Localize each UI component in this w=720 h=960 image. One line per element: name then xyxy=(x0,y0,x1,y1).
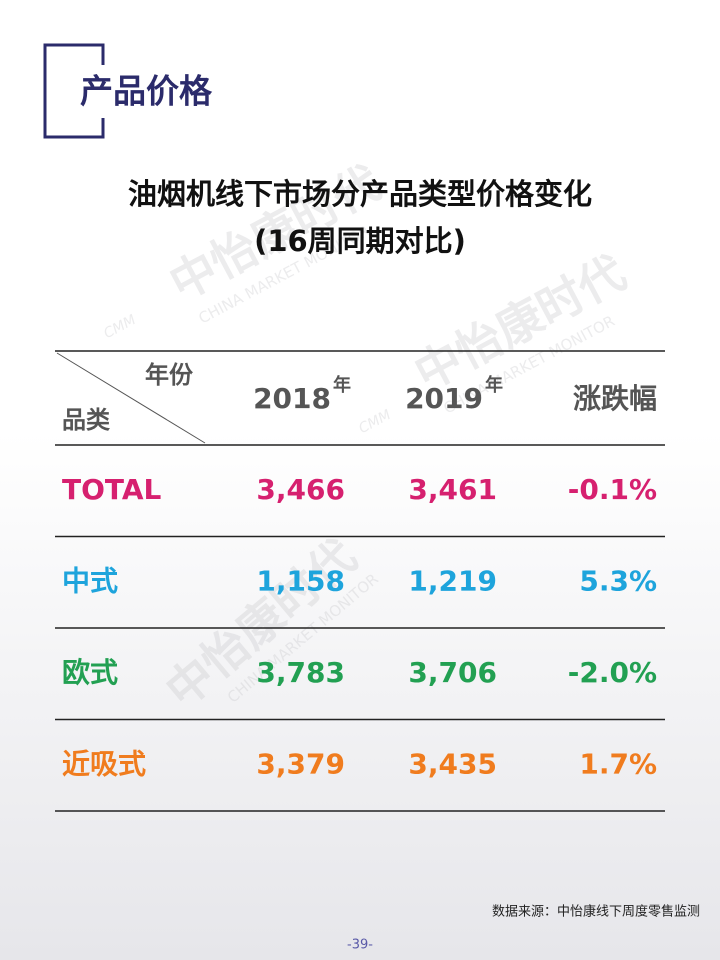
corner-diagonal xyxy=(56,352,206,444)
cell: 1,219 xyxy=(408,564,497,597)
cell: 3,466 xyxy=(256,473,345,506)
header-bracket xyxy=(43,43,105,139)
column-year: 2018 xyxy=(253,382,331,415)
cell: 3,379 xyxy=(256,747,345,780)
row-name: 近吸式 xyxy=(62,747,146,780)
row-name: TOTAL xyxy=(62,473,161,506)
cell: 1,158 xyxy=(256,564,345,597)
cell: 1.7% xyxy=(579,747,657,780)
cell: -2.0% xyxy=(568,656,657,689)
corner-column-label: 年份 xyxy=(145,361,194,389)
corner-row-label: 品类 xyxy=(62,406,111,434)
cell: 3,461 xyxy=(408,473,497,506)
cell: 5.3% xyxy=(579,564,657,597)
column-year-suffix: 年 xyxy=(333,374,351,396)
header-title: 产品价格 xyxy=(80,72,213,111)
column-label: 涨跌幅 xyxy=(573,382,657,415)
cell: 3,435 xyxy=(408,747,497,780)
page-number: -39- xyxy=(347,938,373,953)
cell: 3,783 xyxy=(256,656,345,689)
column-year: 2019 xyxy=(405,382,483,415)
table: 年份 品类 2018 年 2019 年涨跌幅TOTAL 3,466 3,461 -0.1%中… xyxy=(55,350,665,812)
source-note: 数据来源：中怡康线下周度零售监测 xyxy=(492,904,700,920)
title-line: (16周同期对比) xyxy=(254,224,466,258)
cell: 3,706 xyxy=(408,656,497,689)
row-name: 欧式 xyxy=(62,656,118,689)
title-line: 油烟机线下市场分产品类型价格变化 xyxy=(128,177,592,211)
cell: -0.1% xyxy=(568,473,657,506)
row-name: 中式 xyxy=(62,564,118,597)
column-year-suffix: 年 xyxy=(485,374,503,396)
bracket-line xyxy=(43,43,105,139)
